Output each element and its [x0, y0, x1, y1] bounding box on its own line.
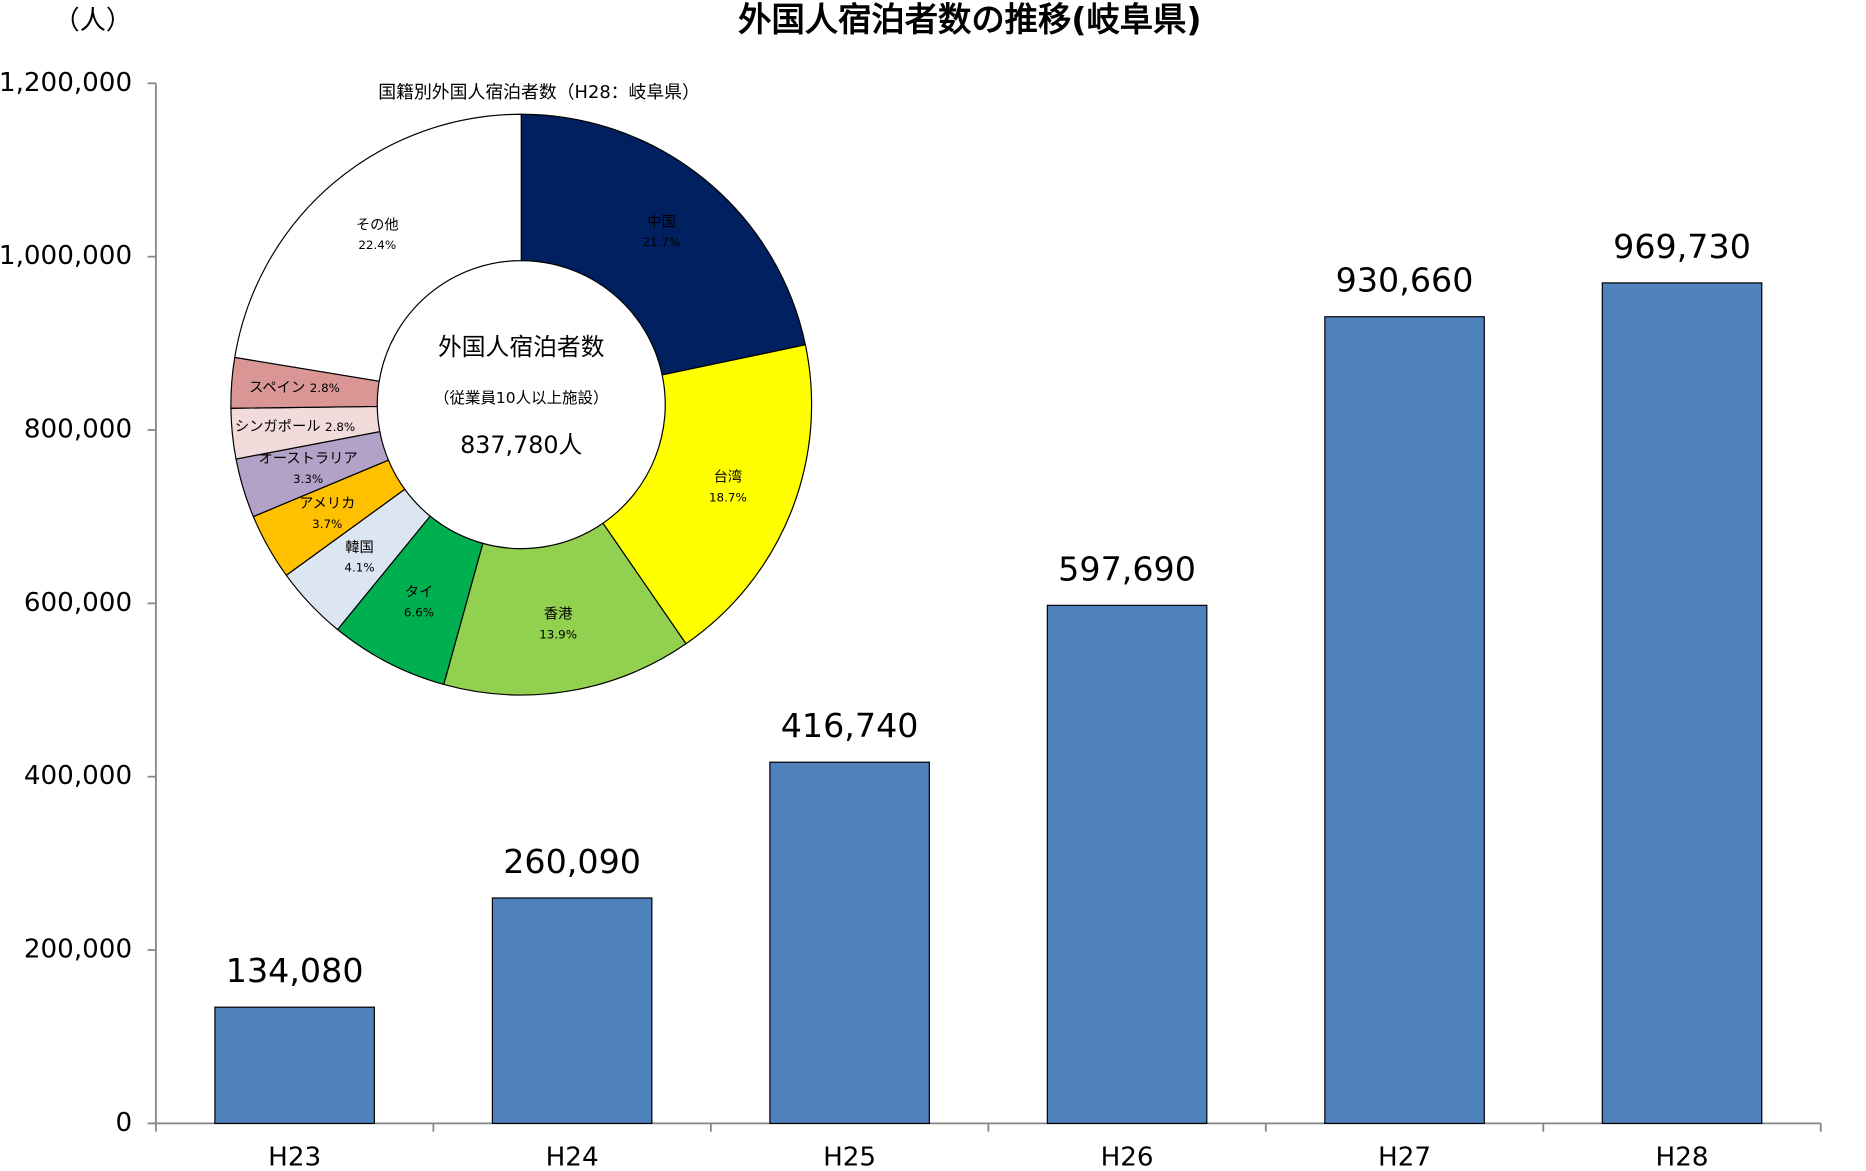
y-tick-label: 600,000	[24, 588, 132, 618]
center-text: 外国人宿泊者数	[438, 333, 605, 361]
center-text: 837,780人	[460, 431, 582, 459]
slice-value: 22.4%	[358, 238, 396, 252]
bar	[1046, 604, 1208, 1124]
slice-name: シンガポール	[235, 418, 321, 435]
bar	[1324, 316, 1485, 1124]
center-text: （従業員10人以上施設）	[434, 389, 608, 407]
pie-slice	[234, 113, 522, 382]
bar	[769, 761, 930, 1124]
x-tick-label: H26	[1101, 1142, 1154, 1171]
y-tick-label: 0	[115, 1108, 132, 1138]
y-tick-label: 1,200,000	[0, 68, 132, 98]
slice-name: その他	[356, 216, 399, 233]
slice-name: スペイン	[249, 380, 305, 396]
pie-title: 国籍別外国人宿泊者数（H28：岐阜県）	[378, 82, 700, 103]
y-tick-label: 800,000	[24, 415, 132, 445]
slice-name: 台湾	[714, 469, 743, 486]
slice-name: アメリカ	[299, 496, 355, 512]
slice-value: 6.6%	[404, 605, 434, 619]
slice-label: シンガポール 2.8%	[235, 418, 355, 435]
slice-name: タイ	[405, 584, 434, 601]
data-label: 134,080	[226, 951, 364, 990]
chart-title: 外国人宿泊者数の推移(岐阜県)	[738, 0, 1202, 39]
x-tick-label: H28	[1656, 1142, 1709, 1171]
data-label: 260,090	[503, 842, 641, 881]
slice-value: 18.7%	[709, 490, 747, 504]
x-tick-label: H24	[546, 1142, 599, 1171]
x-tick-label: H23	[268, 1142, 321, 1171]
slice-name: 香港	[544, 606, 573, 623]
y-tick-label: 1,000,000	[0, 241, 132, 271]
slice-name: 中国	[647, 213, 676, 230]
slice-value: 3.7%	[312, 517, 342, 531]
data-label: 969,730	[1613, 227, 1751, 266]
data-label: 416,740	[781, 706, 919, 745]
bar	[1601, 282, 1763, 1124]
pie-slice	[443, 522, 687, 696]
bar	[491, 897, 653, 1124]
data-label: 597,690	[1058, 549, 1196, 588]
slice-name: 韓国	[345, 539, 374, 556]
slice-name: オーストラリア	[259, 451, 358, 467]
y-tick-label: 400,000	[24, 761, 132, 791]
x-tick-label: H25	[823, 1142, 876, 1171]
y-unit: （人）	[54, 6, 133, 36]
slice-label: スペイン 2.8%	[249, 380, 340, 396]
data-label: 930,660	[1336, 261, 1474, 300]
slice-value: 2.8%	[310, 380, 340, 394]
slice-value: 4.1%	[344, 561, 374, 575]
slice-value: 3.3%	[293, 472, 323, 486]
bar	[214, 1006, 375, 1124]
pie-slice	[602, 344, 813, 645]
slice-value: 2.8%	[325, 419, 355, 433]
x-tick-label: H27	[1378, 1142, 1431, 1171]
y-tick-label: 200,000	[24, 935, 132, 965]
pie-slice	[520, 113, 807, 376]
slice-value: 13.9%	[539, 627, 577, 641]
slice-value: 21.7%	[643, 235, 681, 249]
